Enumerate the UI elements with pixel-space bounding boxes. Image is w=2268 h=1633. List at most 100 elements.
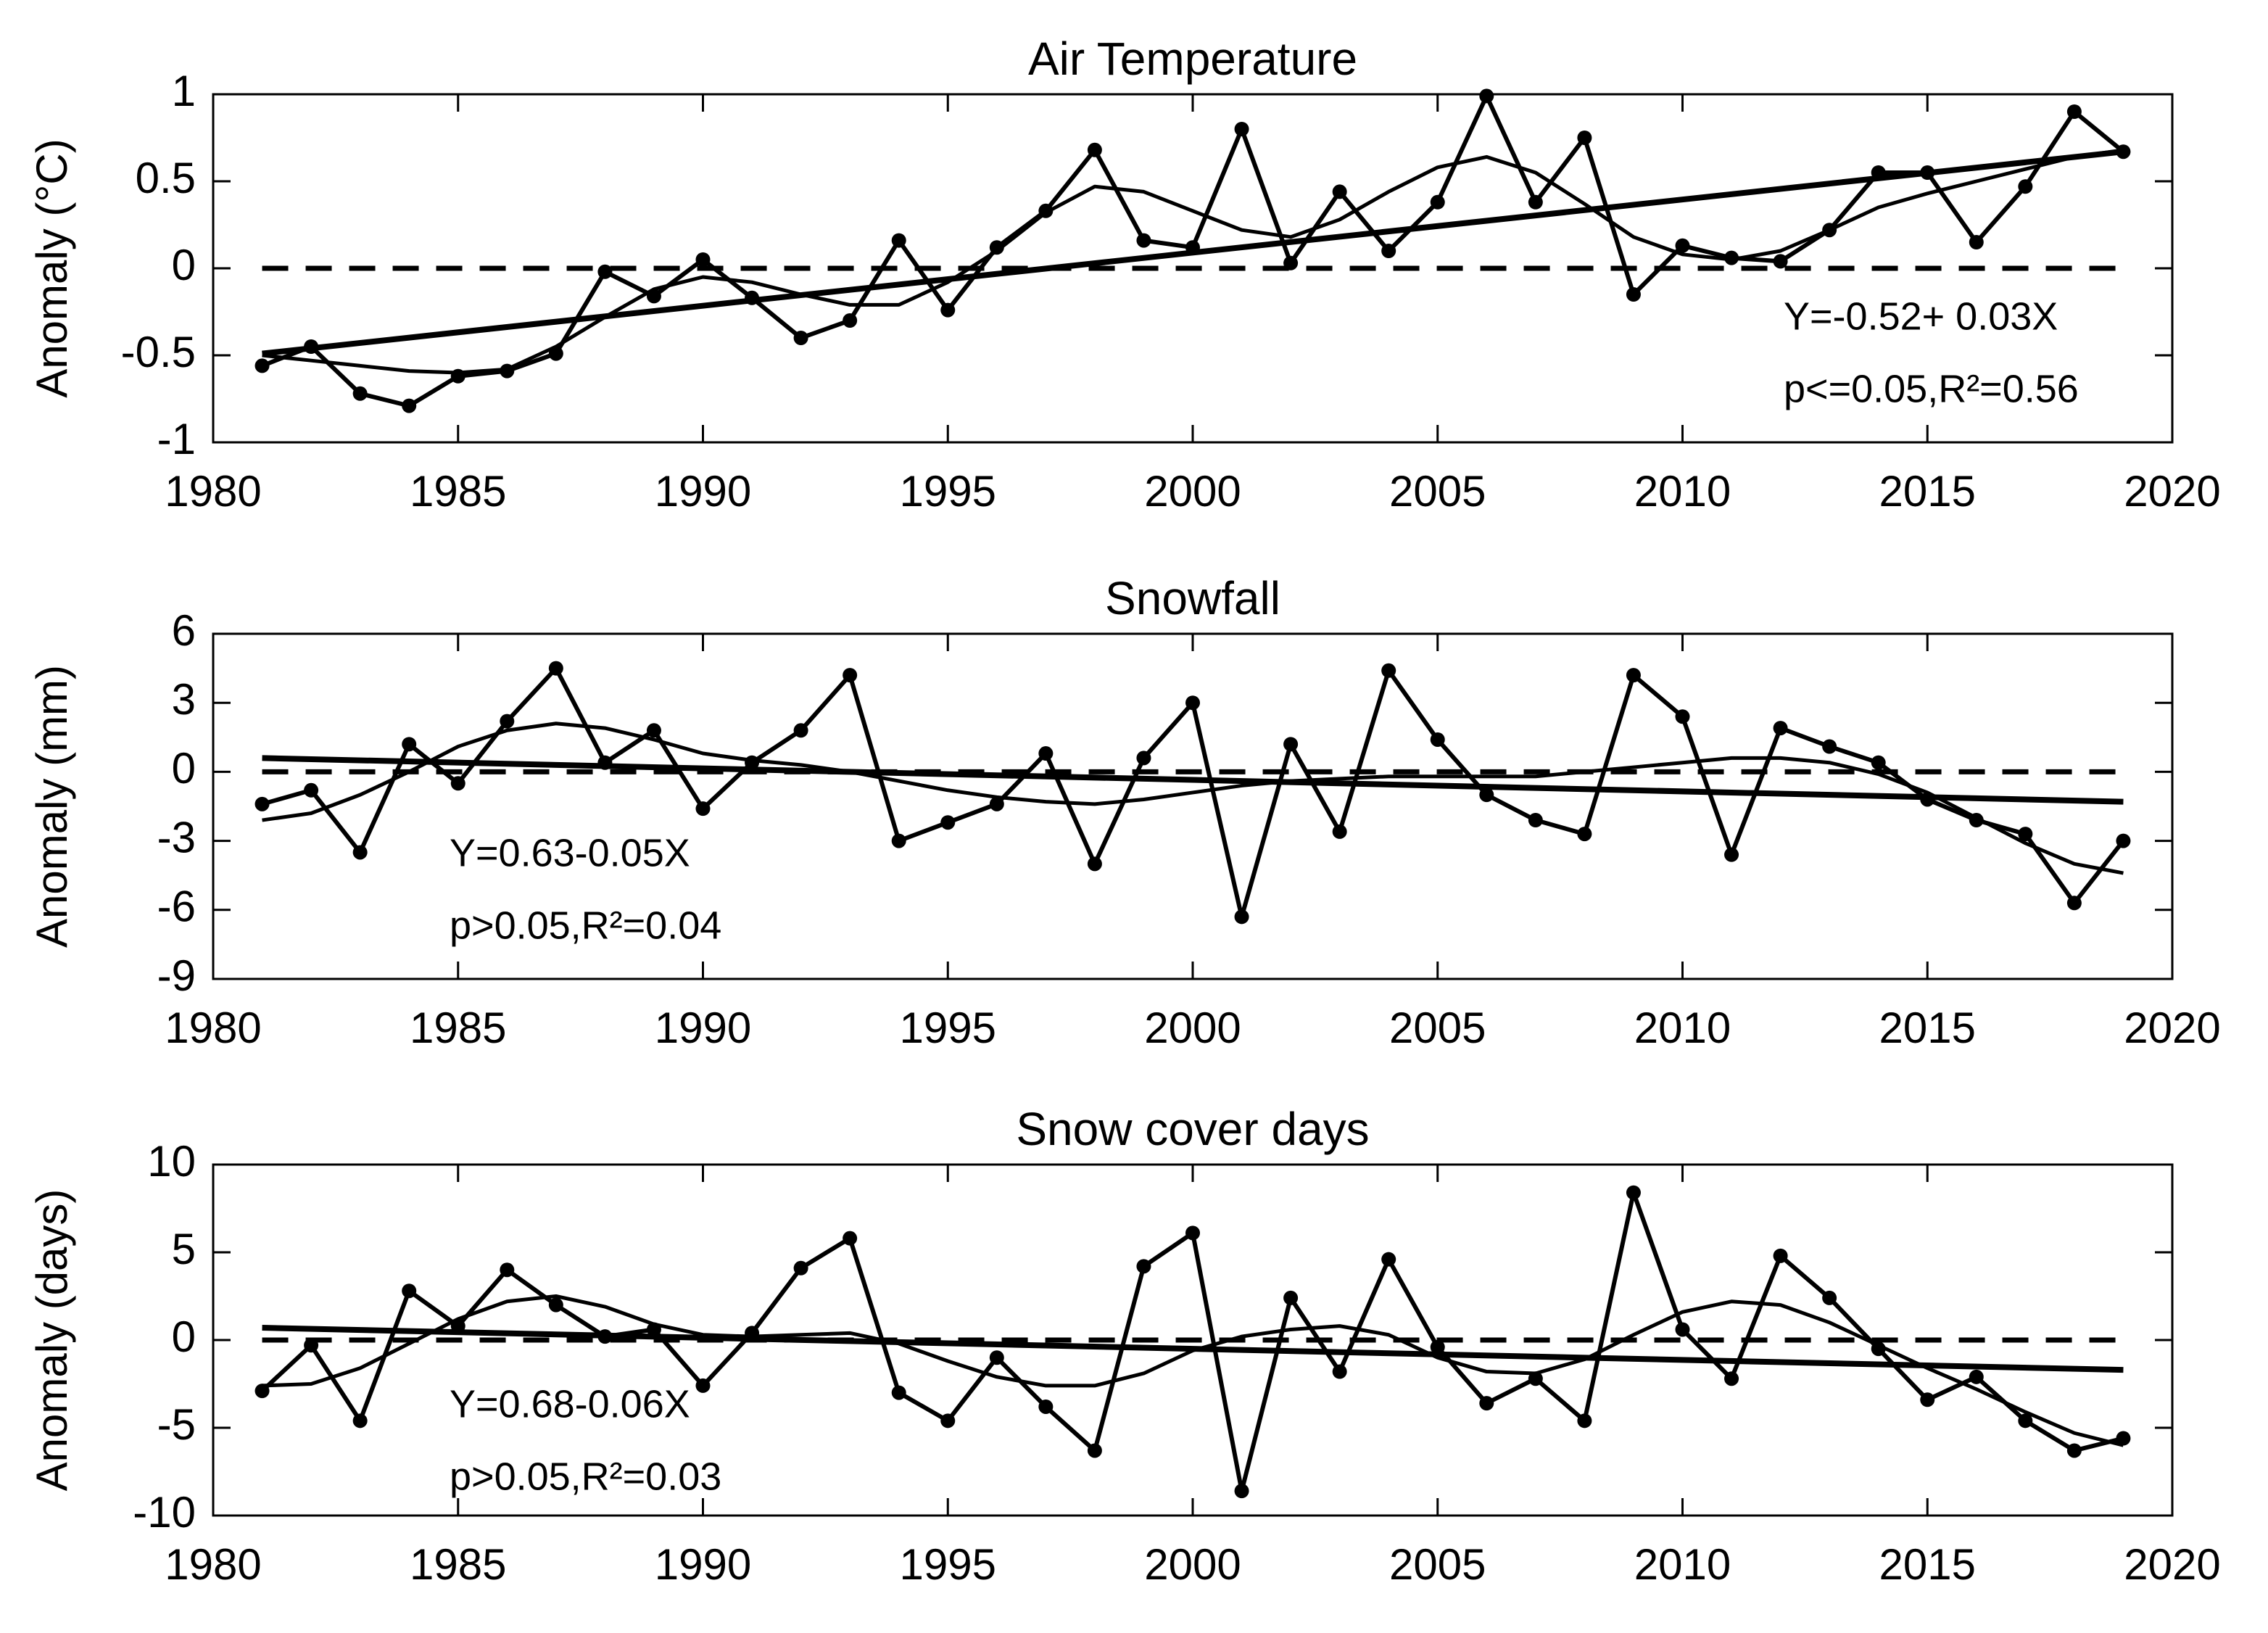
x-tick-label: 1990 [655,1540,751,1589]
data-point [2018,1413,2033,1429]
data-point [1773,721,1788,736]
data-point [402,1283,417,1299]
x-tick-label: 1995 [900,467,996,516]
data-point [1087,142,1102,157]
x-tick-label: 2015 [1879,467,1976,516]
data-point [1381,1252,1396,1267]
annotation: Y=-0.52+ 0.03X [1784,294,2058,338]
x-tick-label: 2010 [1634,467,1731,516]
plot-frame [212,93,2174,444]
data-point [989,796,1004,811]
data-point [1675,709,1690,724]
y-tick-label: -6 [157,882,196,931]
data-point [1234,909,1249,925]
y-tick-label: 6 [172,606,196,655]
data-point [304,1338,319,1353]
data-point [843,313,858,328]
data-point [1577,131,1592,145]
annotation: p<=0.05,R²=0.56 [1784,367,2079,410]
x-tick-label: 1995 [900,1004,996,1052]
data-point [1283,1290,1299,1305]
data-point [843,1231,858,1246]
data-point [1675,238,1690,253]
x-tick-label: 2000 [1144,1004,1241,1052]
x-tick-label: 2020 [2124,467,2220,516]
smooth-line [262,148,2124,375]
data-point [500,1262,515,1278]
data-point [1626,287,1641,302]
x-tick-label: 1980 [165,1540,261,1589]
data-point [548,1297,563,1312]
data-point [1038,1399,1054,1414]
y-tick-label: -3 [157,813,196,861]
y-tick-label: 5 [172,1225,196,1273]
chart-title: Snowfall [1105,572,1280,624]
chart-title: Snow cover days [1016,1103,1369,1155]
y-tick-label: 10 [147,1137,196,1186]
data-point [695,1378,711,1393]
data-point [1332,1364,1347,1379]
plot-frame [212,632,2174,980]
y-tick-label: 0 [172,1312,196,1361]
smooth-line [262,722,2124,875]
data-point [1479,787,1494,803]
data-point [843,668,858,683]
data-point [1528,813,1543,828]
data-point [352,845,368,860]
data-point [1969,1369,1984,1384]
data-point [500,714,515,729]
data-point [1479,1396,1494,1411]
y-tick-label: -5 [157,1400,196,1449]
data-point [1185,695,1200,711]
data-point [1185,1225,1200,1241]
data-point [402,737,417,752]
data-point [1577,827,1592,842]
data-point [1381,663,1396,678]
y-tick-label: -1 [157,415,196,463]
data-point [989,1350,1004,1365]
data-point [1626,668,1641,683]
data-point [695,252,711,267]
data-point [1528,194,1543,210]
trend-line [262,755,2124,805]
y-tick-label: 3 [172,675,196,724]
data-point [402,398,417,413]
data-point [1920,1392,1935,1407]
y-tick-label: -0.5 [121,328,196,376]
trend-line [262,1325,2124,1373]
data-point [891,233,906,248]
data-point [2116,1431,2131,1446]
data-point [989,240,1004,255]
data-point [940,302,956,318]
data-point [2018,827,2033,842]
data-point [1087,1443,1102,1458]
data-point [793,723,808,738]
data-point [450,776,465,791]
y-tick-label: -10 [133,1488,196,1537]
data-point [695,801,711,817]
data-point [1773,1248,1788,1263]
x-tick-label: 1995 [900,1540,996,1589]
y-tick-label: 1 [172,67,196,115]
y-axis-label: Anomaly (mm) [28,665,76,948]
data-point [352,386,368,401]
data-point [793,331,808,345]
x-tick-label: 1985 [410,1540,506,1589]
data-point [1234,122,1249,136]
data-point [1871,755,1886,770]
trend-line [262,149,2124,357]
chart-title: Air Temperature [1028,33,1357,85]
x-tick-label: 1980 [165,467,261,516]
data-point [1332,824,1347,839]
data-point [597,264,613,279]
data-point [548,661,563,676]
data-point [352,1413,368,1429]
data-point [1724,1371,1739,1386]
x-tick-label: 1980 [165,1004,261,1052]
x-tick-label: 1990 [655,467,751,516]
data-point [1234,1484,1249,1499]
x-tick-label: 2005 [1389,467,1486,516]
data-point [940,815,956,830]
annotation: p>0.05,R²=0.04 [450,904,721,947]
